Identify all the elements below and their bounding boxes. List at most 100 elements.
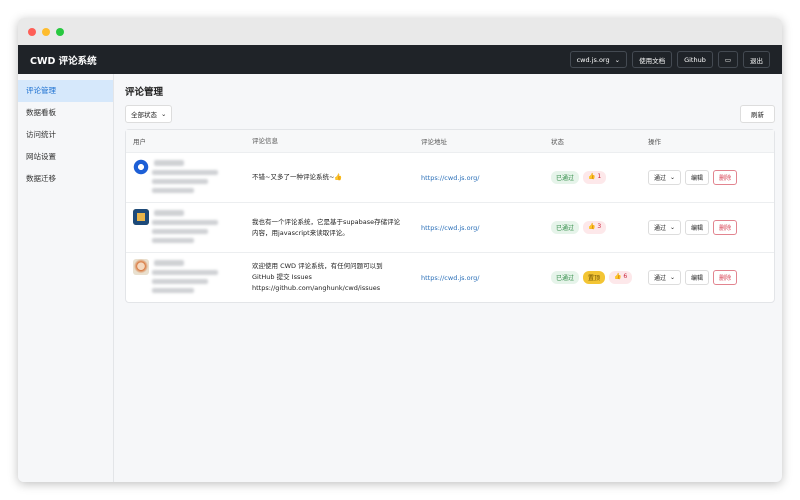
site-select[interactable]: cwd.js.org ⌄ xyxy=(569,51,628,68)
status-badge-text: 已通过 xyxy=(556,275,575,282)
delete-button[interactable]: 删除 xyxy=(713,220,738,235)
refresh-button[interactable]: 刷新 xyxy=(740,105,775,123)
edit-button-text: 编辑 xyxy=(691,175,704,182)
blurred-user-email xyxy=(152,220,218,225)
actions-cell: 通过 ⌄ 编辑 删除 xyxy=(648,170,738,185)
status-cell: 已通过 置顶 👍 6 xyxy=(551,271,648,284)
blurred-user-name xyxy=(154,210,184,216)
col-comment: 评论信息 xyxy=(252,136,278,145)
delete-button[interactable]: 删除 xyxy=(713,270,738,285)
status-action-select[interactable]: 通过 ⌄ xyxy=(648,220,682,235)
likes-badge-text: 6 xyxy=(623,273,628,280)
col-user: 用户 xyxy=(133,138,146,146)
status-badge-text: 已通过 xyxy=(556,175,575,182)
status-filter-select[interactable]: 全部状态 ⌄ xyxy=(125,105,173,123)
actions-cell: 通过 ⌄ 编辑 删除 xyxy=(648,270,738,285)
status-badge-text: 已通过 xyxy=(556,225,575,232)
col-url: 评论地址 xyxy=(421,138,447,146)
status-action-select[interactable]: 通过 ⌄ xyxy=(648,270,682,285)
blue-circle-avatar-icon xyxy=(133,159,149,175)
chevron-down-icon: ⌄ xyxy=(161,110,167,118)
blurred-user-email xyxy=(152,270,218,275)
status-badge: 已通过 xyxy=(551,271,580,284)
chevron-down-icon: ⌄ xyxy=(670,174,676,181)
app-title: CWD 评论系统 xyxy=(30,55,97,67)
likes-badge-text: 1 xyxy=(597,173,602,180)
sidebar-item-migration[interactable]: 数据迁移 xyxy=(26,174,56,183)
edit-button-text: 编辑 xyxy=(691,275,704,282)
table-row: 我也有一个评论系统，它是基于supabase存储评论 内容，用javascript… xyxy=(126,202,774,252)
status-cell: 已通过 👍 3 xyxy=(551,221,648,234)
github-button[interactable]: Github xyxy=(677,51,713,68)
blurred-user-ip xyxy=(152,188,194,193)
blurred-user-name xyxy=(154,160,184,166)
sidebar-item-settings[interactable]: 网站设置 xyxy=(26,152,56,161)
user-cell xyxy=(126,153,252,202)
pinned-badge-text: 置顶 xyxy=(588,275,601,282)
monitor-icon: ▭ xyxy=(724,55,731,64)
comment-line: 我也有一个评论系统，它是基于supabase存储评论 xyxy=(252,217,401,226)
status-badge: 已通过 xyxy=(551,221,580,234)
sidebar-item-dashboard[interactable]: 数据看板 xyxy=(26,108,56,117)
thumbs-up-icon: 👍 xyxy=(614,273,624,280)
blurred-user-info xyxy=(152,179,208,184)
comments-table: 用户 评论信息 评论地址 状态 操作 不错~又多了一种评论系统~👍 https:… xyxy=(125,129,775,303)
status-action-select[interactable]: 通过 ⌄ xyxy=(648,170,682,185)
delete-button[interactable]: 删除 xyxy=(713,170,738,185)
thumbs-up-icon: 👍 xyxy=(588,173,598,180)
comment-text: 不错~又多了一种评论系统~👍 xyxy=(252,172,421,183)
top-header: CWD 评论系统 cwd.js.org ⌄ 使用文档 Github ▭ 退出 xyxy=(18,45,782,74)
status-action-select-text: 通过 xyxy=(654,275,667,282)
sidebar: 评论管理 数据看板 访问统计 网站设置 数据迁移 xyxy=(18,74,114,482)
blurred-user-ip xyxy=(152,288,194,293)
edit-button[interactable]: 编辑 xyxy=(685,220,710,235)
comment-url-link[interactable]: https://cwd.js.org/ xyxy=(421,223,480,232)
sidebar-item-comments[interactable]: 评论管理 xyxy=(18,80,113,102)
sidebar-item-visits[interactable]: 访问统计 xyxy=(26,130,56,139)
likes-badge: 👍 6 xyxy=(609,271,633,284)
page-title: 评论管理 xyxy=(125,87,164,98)
main-content: 评论管理 全部状态 ⌄ 刷新 用户 评论信息 评论地址 状态 操作 不错~又多了一… xyxy=(115,74,782,482)
likes-badge: 👍 3 xyxy=(583,221,607,234)
thumbs-up-icon: 👍 xyxy=(588,223,598,230)
comment-line: 内容，用javascript来读取评论。 xyxy=(252,228,349,237)
maximize-window-button[interactable] xyxy=(56,28,64,36)
chevron-down-icon: ⌄ xyxy=(614,55,621,64)
edit-button[interactable]: 编辑 xyxy=(685,170,710,185)
delete-button-text: 删除 xyxy=(719,175,732,182)
edit-button[interactable]: 编辑 xyxy=(685,270,710,285)
minimize-window-button[interactable] xyxy=(42,28,50,36)
status-cell: 已通过 👍 1 xyxy=(551,171,648,184)
comment-url-link[interactable]: https://cwd.js.org/ xyxy=(421,173,480,182)
docs-button[interactable]: 使用文档 xyxy=(632,51,673,68)
user-cell xyxy=(126,253,252,302)
blurred-user-info xyxy=(152,279,208,284)
status-action-select-text: 通过 xyxy=(654,175,667,182)
blurred-user-info xyxy=(152,229,208,234)
comment-line: 不错~又多了一种评论系统~👍 xyxy=(252,173,343,181)
table-header: 用户 评论信息 评论地址 状态 操作 xyxy=(126,130,774,152)
status-filter-value: 全部状态 xyxy=(131,111,157,119)
title-bar xyxy=(18,18,782,45)
actions-cell: 通过 ⌄ 编辑 删除 xyxy=(648,220,738,235)
theme-toggle-button[interactable]: ▭ xyxy=(717,51,738,68)
table-row: 欢迎使用 CWD 评论系统，有任何问题可以到 GitHub 提交 Issues ht… xyxy=(126,252,774,302)
blurred-user-name xyxy=(154,260,184,266)
table-row: 不错~又多了一种评论系统~👍 https://cwd.js.org/ 已通过 👍 … xyxy=(126,152,774,202)
col-status: 状态 xyxy=(551,138,564,146)
pinned-badge: 置顶 xyxy=(583,271,606,284)
status-action-select-text: 通过 xyxy=(654,225,667,232)
comment-url-link[interactable]: https://cwd.js.org/ xyxy=(421,273,480,282)
app-window: CWD 评论系统 cwd.js.org ⌄ 使用文档 Github ▭ 退出 评论… xyxy=(18,18,782,482)
comment-line: https://github.com/anghunk/cwd/issues xyxy=(252,284,381,292)
close-window-button[interactable] xyxy=(28,28,36,36)
pixel-avatar-icon xyxy=(133,209,149,225)
likes-badge: 👍 1 xyxy=(583,171,607,184)
logout-button[interactable]: 退出 xyxy=(743,51,770,68)
col-actions: 操作 xyxy=(648,138,661,146)
comment-text: 欢迎使用 CWD 评论系统，有任何问题可以到 GitHub 提交 Issues ht… xyxy=(252,261,421,294)
comment-text: 我也有一个评论系统，它是基于supabase存储评论 内容，用javascript… xyxy=(252,217,421,239)
delete-button-text: 删除 xyxy=(719,225,732,232)
user-cell xyxy=(126,203,252,252)
comment-line: GitHub 提交 Issues xyxy=(252,273,312,281)
